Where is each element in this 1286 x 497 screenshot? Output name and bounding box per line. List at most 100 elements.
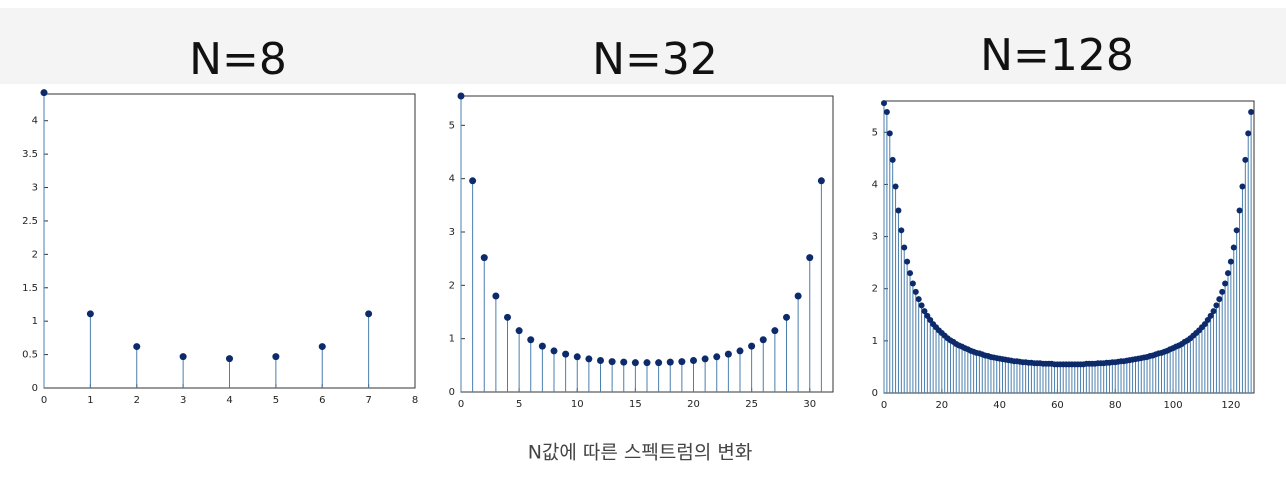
x-tick-label: 20 [687, 399, 700, 410]
x-tick-label: 6 [319, 395, 325, 406]
stem-marker [272, 353, 280, 361]
stem-marker [921, 308, 928, 315]
x-tick-label: 1 [87, 395, 93, 406]
chart-title: N=128 [980, 30, 1134, 81]
y-tick-label: 4 [32, 116, 38, 127]
stem-marker [1248, 108, 1255, 115]
stem-marker [40, 89, 48, 97]
stem-marker [909, 280, 916, 287]
stem-marker [895, 207, 902, 214]
stem-marker [179, 353, 187, 361]
x-tick-label: 10 [571, 399, 584, 410]
stem-marker [1216, 296, 1223, 303]
y-tick-label: 3 [449, 227, 455, 238]
x-tick-label: 5 [273, 395, 279, 406]
stem-marker [562, 350, 570, 358]
stem-marker [678, 358, 686, 366]
stem-marker [469, 177, 477, 185]
stem-marker [1239, 183, 1246, 190]
y-tick-label: 1 [872, 336, 878, 347]
stem-marker [1213, 302, 1220, 309]
stem-marker [794, 292, 802, 300]
stem-marker [1230, 244, 1237, 251]
stem-marker [1210, 308, 1217, 315]
stem-marker [608, 358, 616, 366]
stem-marker [643, 359, 651, 367]
stem-marker [889, 156, 896, 163]
y-tick-label: 3 [32, 183, 38, 194]
stem-marker [713, 353, 721, 361]
y-tick-label: 4 [449, 174, 455, 185]
y-tick-label: 1 [32, 316, 38, 327]
stem-marker [1204, 317, 1211, 323]
x-tick-label: 7 [365, 395, 371, 406]
y-tick-label: 0 [449, 387, 455, 398]
stem-marker [927, 317, 934, 323]
stem-marker [1236, 207, 1243, 214]
x-tick-label: 4 [226, 395, 232, 406]
x-tick-label: 5 [516, 399, 522, 410]
x-tick-label: 25 [745, 399, 758, 410]
x-tick-label: 3 [180, 395, 186, 406]
caption: N값에 따른 스펙트럼의 변화 [528, 442, 753, 464]
stem-marker [901, 244, 908, 251]
stem-marker [1245, 130, 1252, 137]
y-tick-label: 0 [32, 383, 38, 394]
y-tick-label: 5 [872, 127, 878, 138]
x-tick-label: 2 [134, 395, 140, 406]
y-tick-label: 0.5 [22, 350, 38, 361]
stem-marker [806, 254, 814, 262]
stem-marker [538, 342, 546, 350]
stem-marker [527, 336, 535, 344]
stem-marker [690, 357, 697, 365]
stem-marker [918, 302, 925, 309]
y-tick-label: 4 [872, 179, 878, 190]
stem-marker [892, 183, 899, 190]
stem-marker [133, 343, 141, 351]
stem-marker [1242, 156, 1249, 163]
stem-marker [597, 357, 604, 365]
stem-marker [457, 92, 465, 100]
stem-marker [817, 177, 825, 185]
stem-marker [631, 359, 639, 367]
stem-marker [1222, 280, 1229, 287]
stem-marker [783, 313, 790, 321]
y-tick-label: 3 [872, 232, 878, 243]
y-tick-label: 2.5 [22, 216, 38, 227]
x-tick-label: 0 [881, 400, 887, 411]
stem-marker [585, 355, 593, 363]
stem-marker [1201, 321, 1208, 328]
x-tick-label: 0 [41, 395, 47, 406]
chart-title: N=8 [189, 34, 287, 85]
stem-marker [515, 327, 523, 335]
plot-area [460, 95, 834, 393]
y-tick-label: 0 [872, 388, 878, 399]
stem-marker [924, 312, 931, 319]
x-tick-label: 8 [412, 395, 418, 406]
stem-marker [748, 342, 756, 350]
stem-marker [655, 359, 663, 367]
x-tick-label: 80 [1109, 400, 1122, 411]
stem-marker [771, 327, 779, 335]
stem-marker [1219, 288, 1226, 295]
stem-marker [915, 296, 922, 303]
stem-marker [480, 254, 488, 262]
stem-marker [736, 347, 744, 355]
stem-marker [1224, 270, 1231, 277]
y-tick-label: 2 [872, 284, 878, 295]
x-tick-label: 0 [458, 399, 464, 410]
stem-marker [86, 310, 94, 318]
y-tick-label: 3.5 [22, 149, 38, 160]
y-tick-label: 5 [449, 120, 455, 131]
stem-marker [1227, 258, 1234, 265]
stem-marker [318, 343, 326, 351]
plot-area [883, 100, 1255, 394]
stem-marker [724, 350, 732, 358]
chart-title: N=32 [592, 34, 718, 85]
stem-marker [492, 292, 500, 300]
stem-marker [1233, 227, 1240, 234]
x-tick-label: 15 [629, 399, 642, 410]
stem-marker [881, 100, 887, 107]
stem-marker [226, 355, 233, 363]
